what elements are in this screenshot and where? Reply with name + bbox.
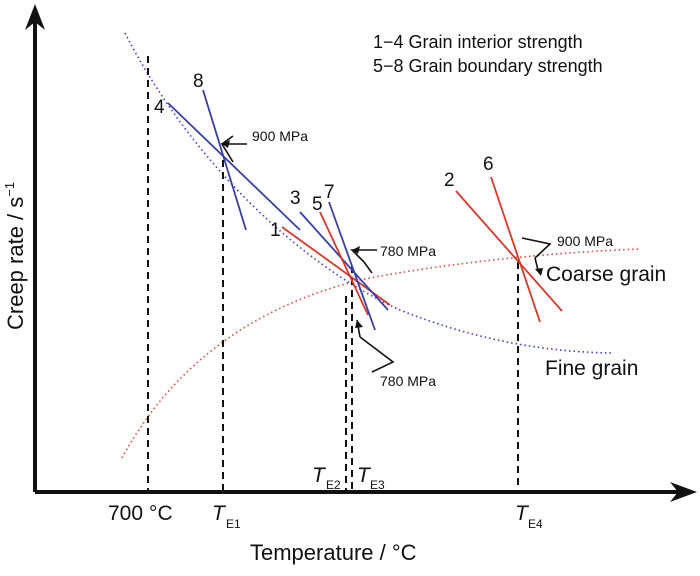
temperature-markers [147,56,519,490]
te4-subscript: E4 [528,517,543,531]
line-7 [328,201,376,331]
fine-grain-curve [124,32,613,354]
coarse-grain-curve [121,248,641,459]
te3-label: T [357,464,372,487]
axes [25,4,697,502]
line-5 [319,211,369,316]
callout-780-upper-arrow-b [363,261,373,274]
legend: 1−4 Grain interior strength 5−8 Grain bo… [373,32,603,76]
line-3 [299,211,389,311]
callout-900-right-arrow [521,237,552,259]
line-4 [167,102,301,231]
stress-label-text: 900 MPa 780 MPa 780 MPa 900 MPa [252,128,613,389]
te2-label: T [312,464,327,487]
model-curves [121,32,641,459]
stress-780-upper: 780 MPa [380,243,436,259]
stress-900-left: 900 MPa [252,128,308,144]
fine-grain-label: Fine grain [545,357,638,380]
y-axis-title: Creep rate / s−1 [2,182,28,330]
x-axis-arrowhead [670,482,697,502]
te1-label: T [212,502,227,525]
label-num-1: 1 [270,220,281,241]
callout-heads [222,140,543,328]
x-axis-title: Temperature / °C [250,540,417,565]
te1-subscript: E1 [226,517,241,531]
legend-line-1: 1−4 Grain interior strength [373,32,583,52]
line-2 [455,190,563,312]
y-axis-title-group: Creep rate / s−1 [2,182,28,330]
te2-subscript: E2 [326,478,341,492]
stress-780-lower: 780 MPa [380,373,436,389]
label-num-6: 6 [483,154,494,175]
legend-line-2: 5−8 Grain boundary strength [373,56,603,76]
temperature-labels: 700 °C T E1 T E2 T E3 T E4 [108,464,543,531]
line-number-labels: 8 4 3 5 7 1 2 6 [154,71,494,241]
strength-lines [167,89,563,331]
te3-subscript: E3 [370,478,385,492]
line-6 [490,176,541,323]
y-axis-title-sup: −1 [2,182,17,197]
label-num-2: 2 [444,170,455,191]
coarse-grain-label: Coarse grain [546,263,666,286]
temp-700-label: 700 °C [108,502,173,525]
te4-label: T [515,502,530,525]
callout-780-lower-arrow [359,336,395,373]
label-num-3: 3 [290,188,301,209]
stress-900-right: 900 MPa [557,233,613,249]
label-num-4: 4 [154,97,165,118]
line-8 [202,89,247,231]
callout-900-left-arrow-b [221,135,234,145]
callout-900-right-arrow-b [534,257,539,271]
label-num-8: 8 [193,71,204,92]
label-num-7: 7 [324,182,335,203]
y-axis-arrowhead [25,4,45,30]
label-num-5: 5 [312,194,323,215]
